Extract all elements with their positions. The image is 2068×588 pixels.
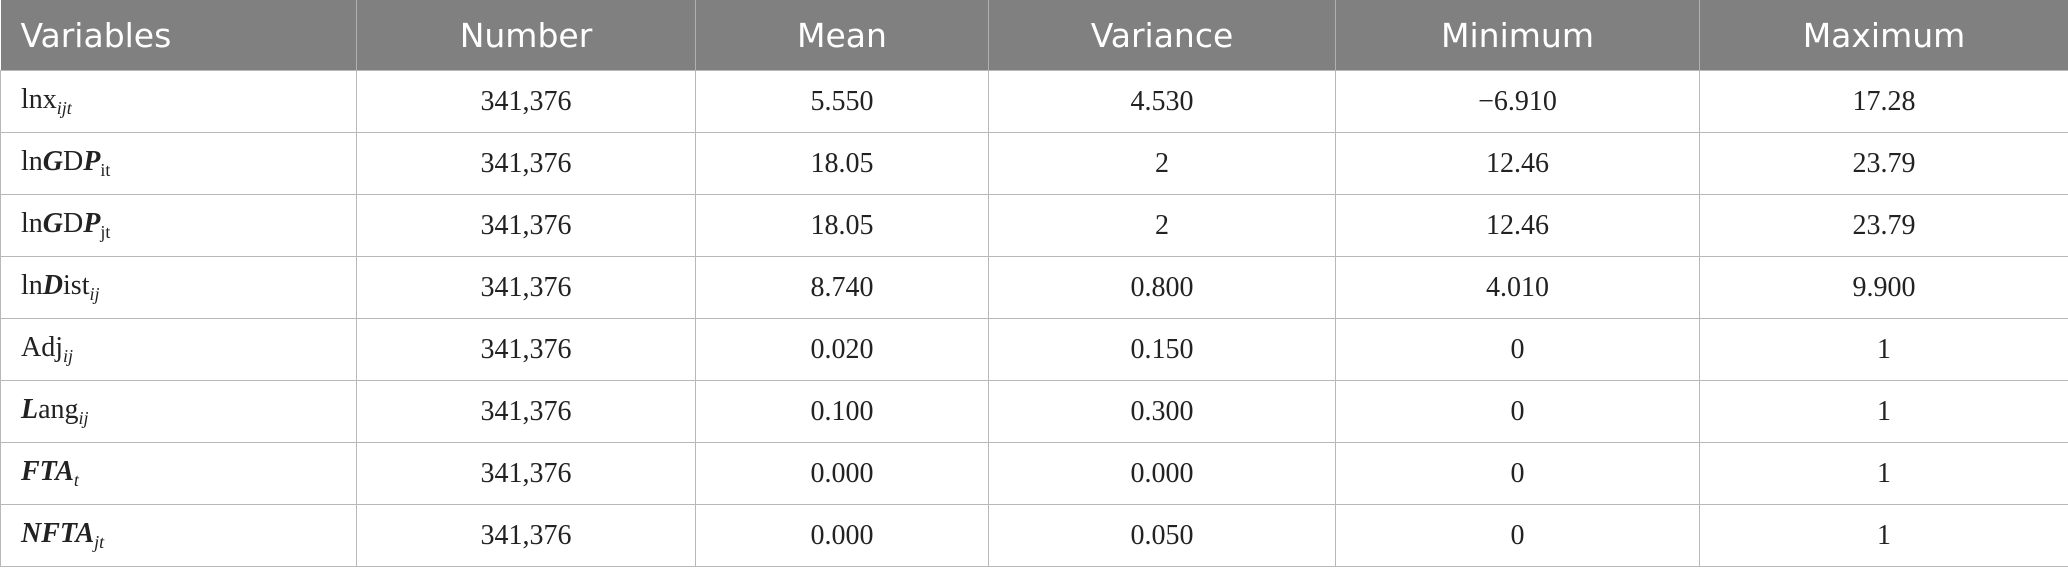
label-part: NFTA	[21, 518, 95, 549]
label-part: jt	[100, 222, 111, 242]
value-cell: 341,376	[356, 132, 696, 195]
label-part: ijt	[56, 98, 72, 118]
stats-table: Variables Number Mean Variance Minimum M…	[0, 0, 2068, 567]
header-cell: Number	[356, 0, 696, 71]
header-cell: Maximum	[1699, 0, 2068, 71]
label-part: ij	[78, 408, 89, 428]
variable-cell: lnGDPit	[0, 132, 357, 195]
label-part: ang	[38, 394, 79, 425]
value-cell: 1	[1699, 504, 2068, 567]
value-cell: 1	[1699, 318, 2068, 381]
value-cell: 0	[1335, 504, 1700, 567]
label-part: it	[100, 160, 111, 180]
label-part: P	[83, 146, 101, 177]
label-part: ln	[21, 146, 43, 177]
table-row: NFTAjt 341,376 0.000 0.050 0 1	[0, 504, 2068, 567]
value-cell: 0.020	[695, 318, 989, 381]
value-cell: 18.05	[695, 194, 989, 257]
label-part: jt	[94, 532, 105, 552]
label-part: ln	[21, 270, 43, 301]
value-cell: 9.900	[1699, 256, 2068, 319]
label-part: G	[42, 146, 64, 177]
value-cell: 18.05	[695, 132, 989, 195]
value-cell: 341,376	[356, 256, 696, 319]
value-cell: 4.530	[988, 70, 1336, 133]
value-cell: 341,376	[356, 194, 696, 257]
value-cell: 8.740	[695, 256, 989, 319]
value-cell: 341,376	[356, 380, 696, 443]
variable-cell: Langij	[0, 380, 357, 443]
variable-cell: NFTAjt	[0, 504, 357, 567]
header-cell: Variables	[0, 0, 357, 71]
value-cell: 4.010	[1335, 256, 1700, 319]
value-cell: 23.79	[1699, 194, 2068, 257]
label-part: ij	[63, 346, 74, 366]
label-part: ln	[21, 208, 43, 239]
variable-cell: lnGDPjt	[0, 194, 357, 257]
value-cell: 17.28	[1699, 70, 2068, 133]
header-row: Variables Number Mean Variance Minimum M…	[0, 0, 2068, 71]
value-cell: 12.46	[1335, 132, 1700, 195]
header-cell: Mean	[695, 0, 989, 71]
variable-cell: FTAt	[0, 442, 357, 505]
label-part: G	[42, 208, 64, 239]
table-row: lnxijt 341,376 5.550 4.530 −6.910 17.28	[0, 70, 2068, 133]
header-cell: Variance	[988, 0, 1336, 71]
value-cell: 341,376	[356, 70, 696, 133]
label-part: P	[83, 208, 101, 239]
value-cell: 1	[1699, 442, 2068, 505]
value-cell: 341,376	[356, 504, 696, 567]
value-cell: 5.550	[695, 70, 989, 133]
value-cell: 23.79	[1699, 132, 2068, 195]
value-cell: 341,376	[356, 442, 696, 505]
value-cell: 2	[988, 132, 1336, 195]
value-cell: 1	[1699, 380, 2068, 443]
table-row: lnGDPjt 341,376 18.05 2 12.46 23.79	[0, 194, 2068, 257]
value-cell: −6.910	[1335, 70, 1700, 133]
value-cell: 12.46	[1335, 194, 1700, 257]
value-cell: 341,376	[356, 318, 696, 381]
value-cell: 0.000	[695, 504, 989, 567]
table-row: FTAt 341,376 0.000 0.000 0 1	[0, 442, 2068, 505]
label-part: D	[42, 270, 64, 301]
value-cell: 0.000	[988, 442, 1336, 505]
value-cell: 0.300	[988, 380, 1336, 443]
label-part: lnx	[21, 84, 57, 115]
label-part: Adj	[21, 332, 63, 363]
table-row: Adjij 341,376 0.020 0.150 0 1	[0, 318, 2068, 381]
variable-cell: lnDistij	[0, 256, 357, 319]
label-part: D	[63, 208, 84, 239]
table-row: lnGDPit 341,376 18.05 2 12.46 23.79	[0, 132, 2068, 195]
value-cell: 0	[1335, 318, 1700, 381]
label-part: ij	[89, 284, 100, 304]
table-row: Langij 341,376 0.100 0.300 0 1	[0, 380, 2068, 443]
value-cell: 0.050	[988, 504, 1336, 567]
label-part: L	[21, 394, 39, 425]
variable-cell: Adjij	[0, 318, 357, 381]
value-cell: 0.000	[695, 442, 989, 505]
value-cell: 2	[988, 194, 1336, 257]
header-cell: Minimum	[1335, 0, 1700, 71]
variable-cell: lnxijt	[0, 70, 357, 133]
label-part: t	[73, 470, 79, 490]
value-cell: 0.800	[988, 256, 1336, 319]
value-cell: 0.150	[988, 318, 1336, 381]
value-cell: 0.100	[695, 380, 989, 443]
label-part: D	[63, 146, 84, 177]
value-cell: 0	[1335, 442, 1700, 505]
table-body: lnxijt 341,376 5.550 4.530 −6.910 17.28 lnGDPi…	[0, 70, 2068, 567]
table-row: lnDistij 341,376 8.740 0.800 4.010 9.900	[0, 256, 2068, 319]
label-part: FTA	[21, 456, 74, 487]
value-cell: 0	[1335, 380, 1700, 443]
label-part: ist	[63, 270, 90, 301]
